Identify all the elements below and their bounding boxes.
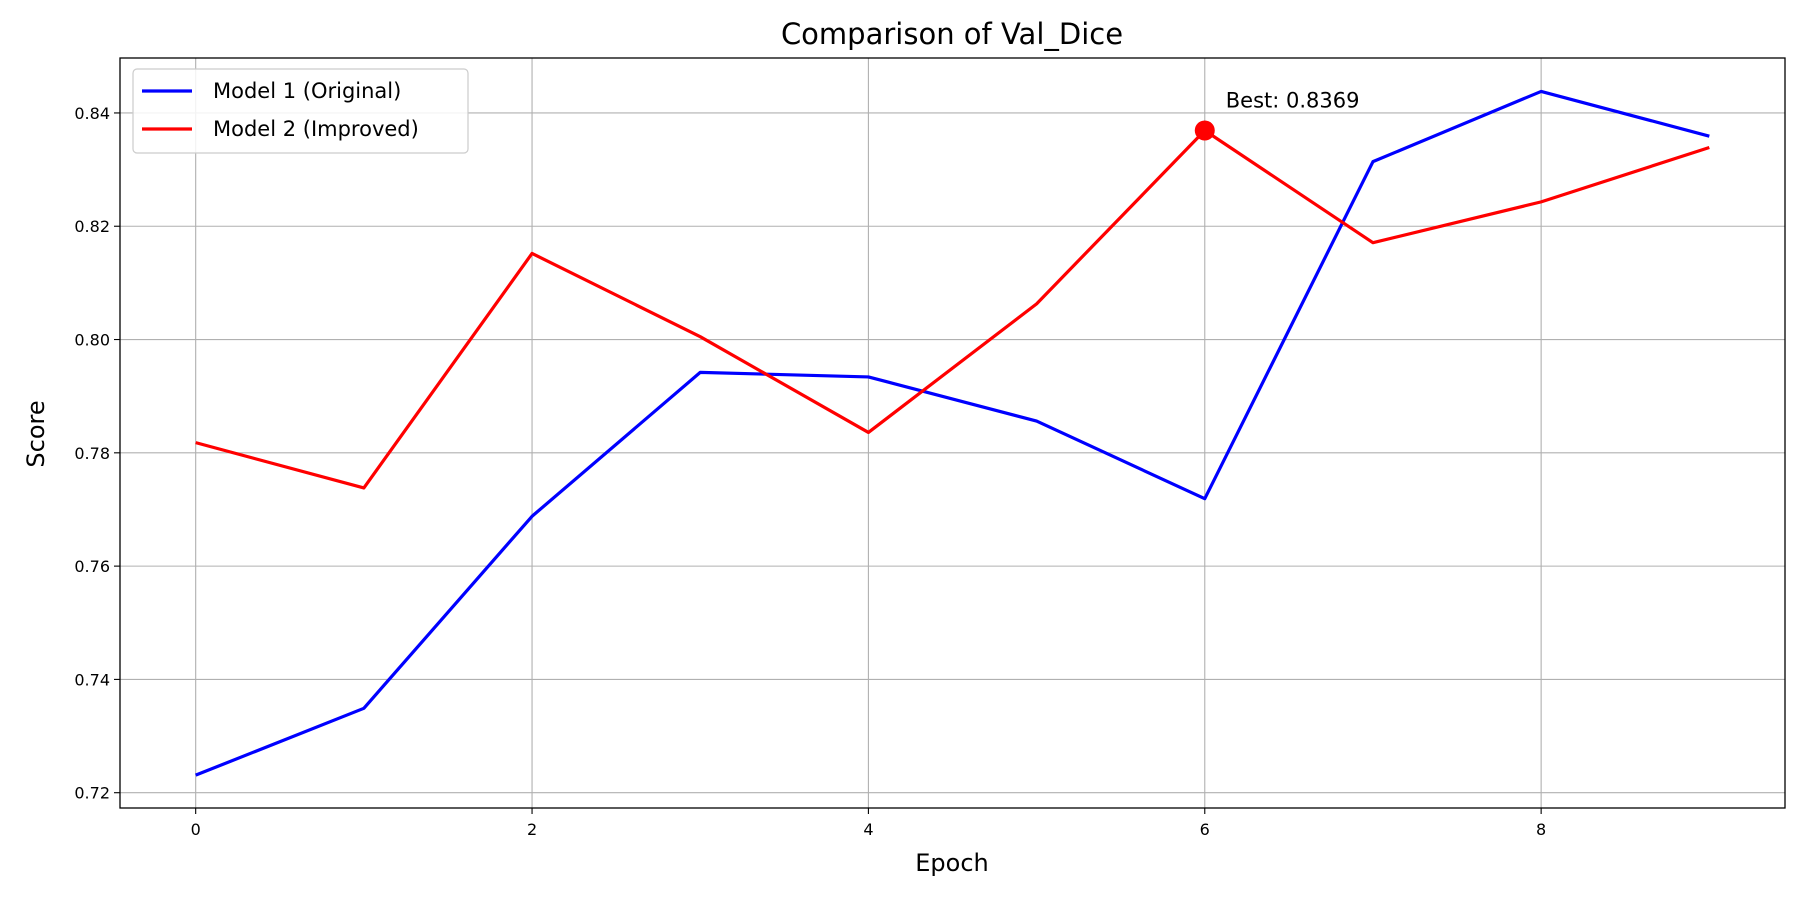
y-axis: 0.72 0.74 0.76 0.78 0.80 0.82 0.84 <box>74 104 120 803</box>
y-tick-label: 0.82 <box>74 217 110 236</box>
best-annotation-label: Best: 0.8369 <box>1226 89 1360 113</box>
x-tick-label: 2 <box>527 820 537 839</box>
series-line-2 <box>195 128 1710 490</box>
x-tick-label: 8 <box>1536 820 1546 839</box>
legend-label-1: Model 1 (Original) <box>213 79 401 103</box>
y-tick-label: 0.84 <box>74 104 110 123</box>
y-axis-title: Score <box>22 400 50 467</box>
y-tick-label: 0.74 <box>74 670 110 689</box>
y-tick-label: 0.78 <box>74 444 110 463</box>
legend-box <box>132 68 469 154</box>
series-lines <box>195 89 1710 777</box>
legend: Model 1 (Original) Model 2 (Improved) <box>132 68 469 154</box>
y-tick-label: 0.76 <box>74 557 110 576</box>
annotations: Best: 0.8369 <box>1194 89 1360 141</box>
legend-label-2: Model 2 (Improved) <box>213 117 419 141</box>
x-axis: 0 2 4 6 8 <box>191 808 1546 839</box>
x-tick-label: 0 <box>191 820 201 839</box>
chart-title: Comparison of Val_Dice <box>781 17 1123 51</box>
best-point-marker <box>1194 120 1215 141</box>
plot-area-frame <box>119 57 1786 809</box>
x-axis-title: Epoch <box>915 849 989 877</box>
x-tick-label: 4 <box>863 820 873 839</box>
x-tick-label: 6 <box>1200 820 1210 839</box>
y-tick-label: 0.80 <box>74 331 110 350</box>
y-tick-label: 0.72 <box>74 784 110 803</box>
series-line-1 <box>195 89 1710 777</box>
